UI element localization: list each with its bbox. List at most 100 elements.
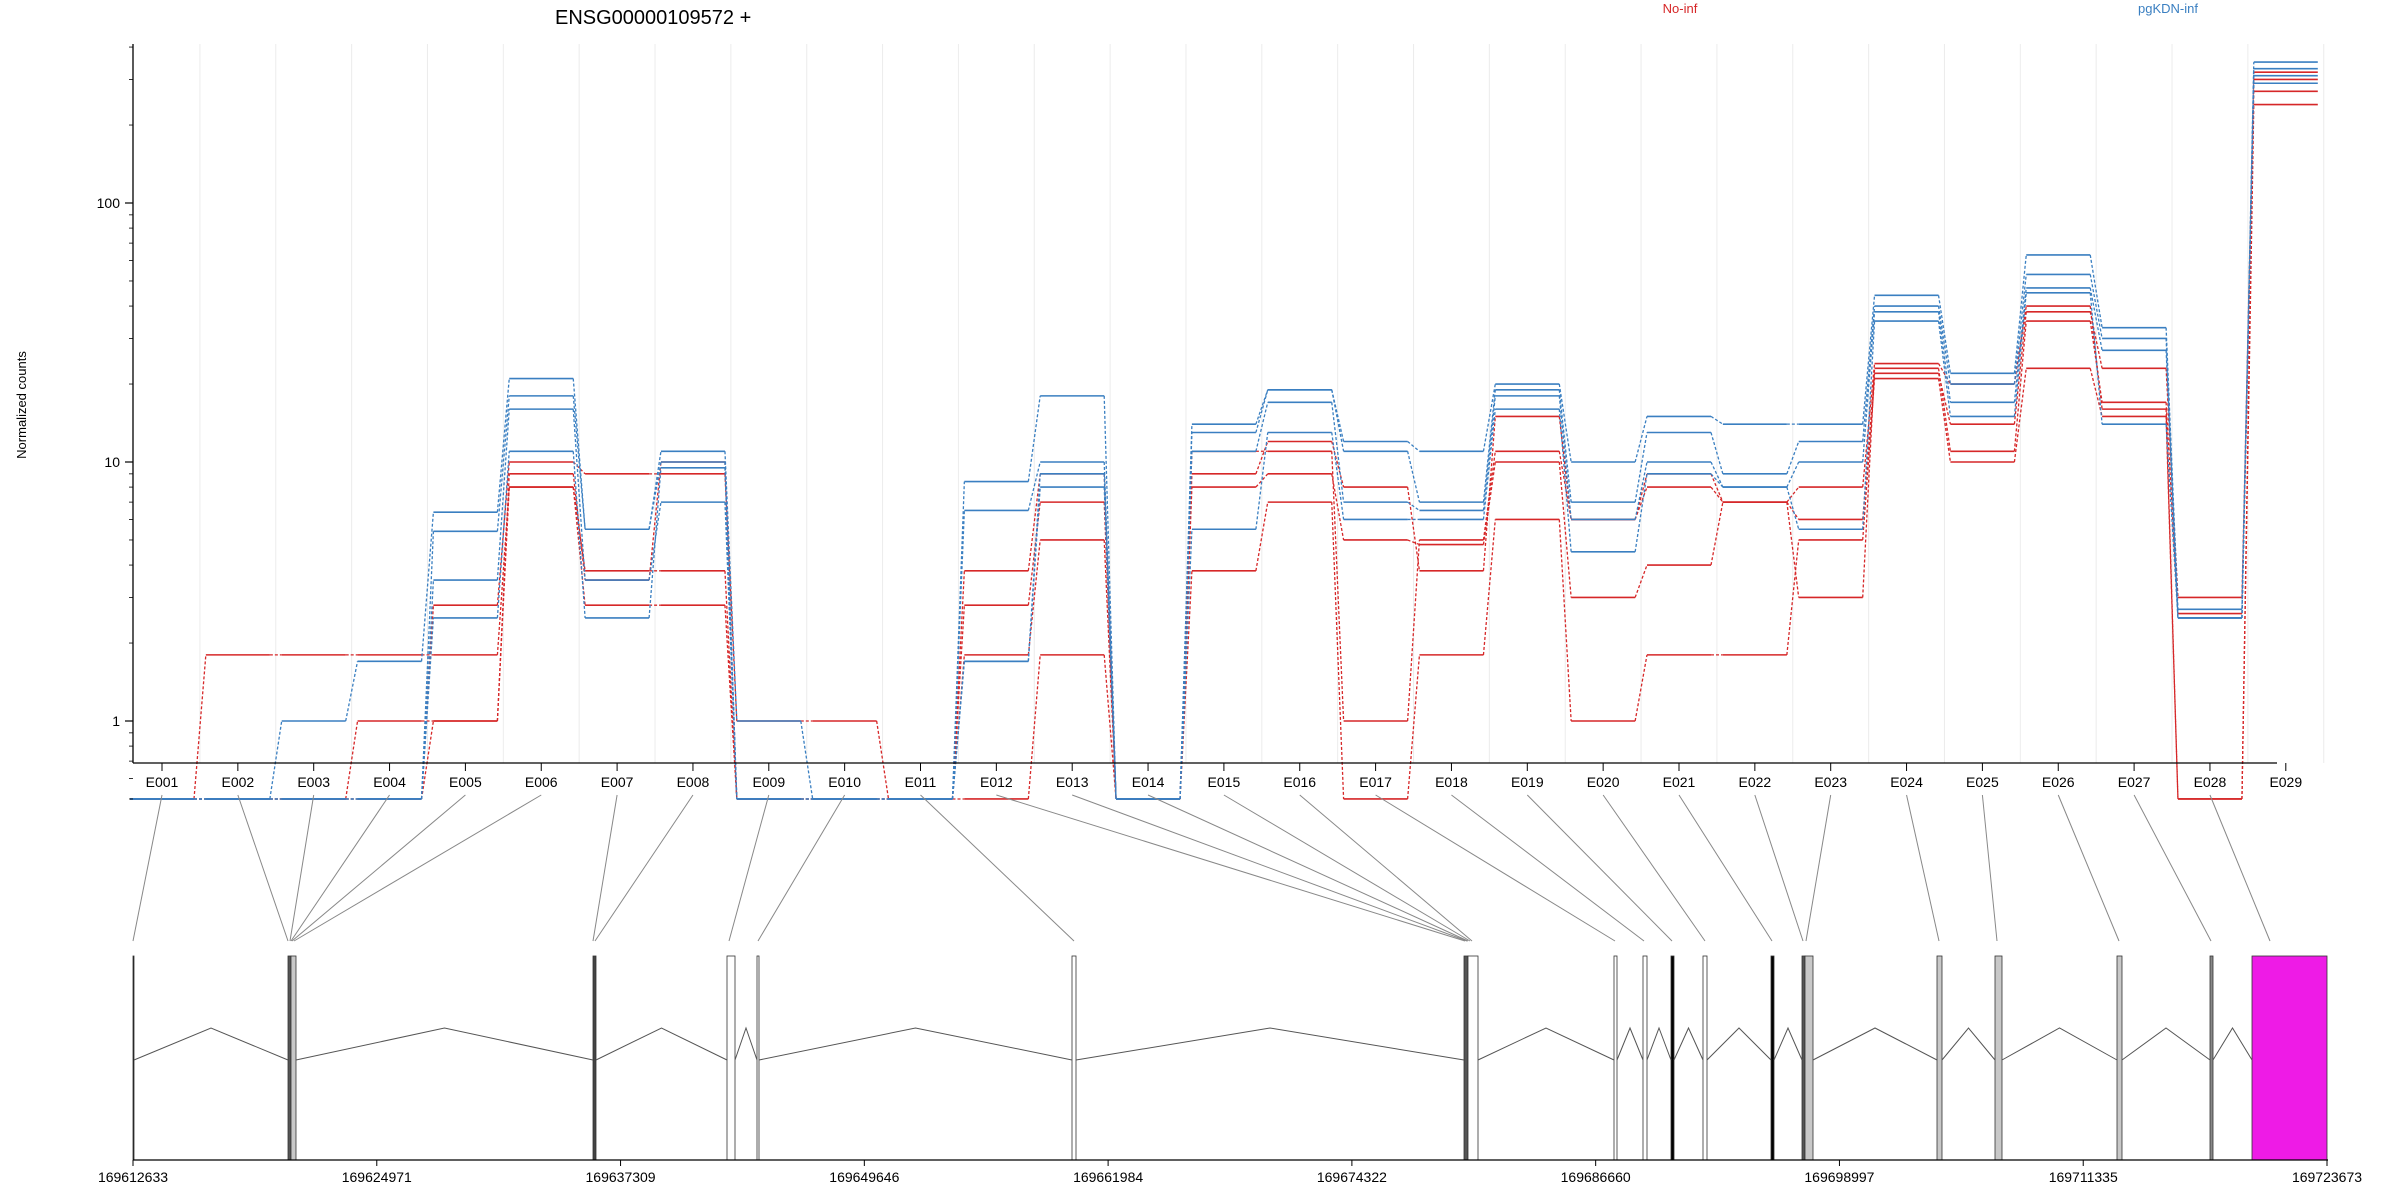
series-connector — [1862, 378, 1876, 541]
x-tick-label: E021 — [1663, 774, 1696, 790]
series-connector — [1482, 519, 1496, 655]
series-connector — [2165, 338, 2179, 618]
series-connector — [1406, 654, 1421, 800]
chart-title: ENSG00000109572 + — [555, 7, 751, 29]
exon-box — [1613, 955, 1618, 1161]
series-connector — [2241, 104, 2255, 799]
series-connector — [2089, 292, 2103, 425]
x-tick-label: E005 — [449, 774, 482, 790]
series-connector — [1786, 501, 1800, 520]
intron-line — [1477, 1027, 1615, 1061]
x-tick-label: E013 — [1056, 774, 1089, 790]
intron-line — [1075, 1027, 1465, 1061]
series-connector — [1634, 416, 1648, 463]
y-tick-label: 1 — [112, 713, 120, 729]
series-connector — [1558, 461, 1572, 598]
x-tick-label: E012 — [980, 774, 1013, 790]
genomic-tick-label: 169686660 — [1561, 1169, 1631, 1185]
exon-connector — [1147, 794, 1469, 942]
series-connector — [1255, 441, 1269, 475]
series-connector — [1558, 409, 1572, 552]
series-connector — [1862, 363, 1876, 488]
intron-line — [295, 1027, 594, 1061]
series-connector — [1558, 451, 1572, 520]
exon-connector — [2057, 794, 2120, 942]
series-connector — [1634, 564, 1648, 598]
x-tick-label: E014 — [1132, 774, 1165, 790]
series-connector — [1407, 539, 1420, 546]
series-connector — [345, 661, 359, 722]
exon-box — [1936, 955, 1943, 1161]
exon-connector — [1805, 794, 1832, 942]
x-tick-label: E006 — [525, 774, 558, 790]
series-connector — [572, 461, 586, 475]
series-connector — [1179, 570, 1193, 800]
exon-connector — [237, 794, 289, 942]
series-connector — [1710, 415, 1724, 425]
series-connector — [2013, 311, 2027, 425]
exon-connector — [1072, 794, 1468, 942]
series-connector — [1482, 395, 1496, 511]
exon-box — [726, 955, 736, 1161]
exon-box — [290, 955, 297, 1161]
series-connector — [1786, 539, 1800, 655]
series-connector — [1255, 432, 1269, 530]
series-connector — [1786, 502, 1800, 598]
exon-connector — [728, 794, 770, 942]
series-connector — [1937, 311, 1952, 403]
series-connector — [2165, 416, 2179, 799]
exon-box — [1801, 955, 1806, 1161]
series-connector — [496, 461, 510, 606]
exon-connector — [920, 794, 1075, 942]
series-connector — [345, 720, 359, 800]
series-connector — [1634, 654, 1648, 722]
y-tick-label: 100 — [97, 195, 121, 211]
x-tick-label: E023 — [1814, 774, 1847, 790]
series-pgkdn-inf-6 — [130, 74, 2318, 800]
series-connector — [648, 451, 662, 530]
vertical-gridlines — [199, 44, 2325, 763]
series-connector — [496, 487, 510, 722]
series-connector — [951, 661, 965, 800]
exon-box — [2209, 955, 2214, 1161]
exon-connector — [1451, 794, 1645, 942]
exon-connector — [1299, 794, 1473, 942]
series-connector — [1862, 311, 1876, 463]
exon-connector — [132, 794, 163, 942]
exon-connector — [1981, 794, 1998, 942]
series-pgkdn-inf-7 — [130, 82, 2318, 800]
series-connector — [496, 378, 510, 513]
series-connector — [1937, 321, 1952, 417]
x-tick-label: E009 — [752, 774, 785, 790]
exon-connector — [1754, 794, 1804, 942]
intron-line — [1673, 1026, 1704, 1061]
series-connector — [572, 473, 586, 581]
series-connector — [1255, 473, 1269, 488]
exon-connector — [2209, 794, 2271, 942]
intron-line — [734, 1026, 758, 1061]
series-connector — [572, 451, 586, 618]
series-connector — [496, 409, 510, 581]
series-lines — [130, 61, 2318, 800]
x-tick-label: E002 — [221, 774, 254, 790]
exon-box — [1642, 955, 1648, 1161]
exon-connector — [291, 794, 466, 942]
x-tick-label: E027 — [2118, 774, 2151, 790]
series-connector — [2089, 287, 2103, 351]
intron-line — [1773, 1026, 1803, 1061]
intron-line — [133, 1027, 289, 1061]
exon-connector — [2133, 794, 2212, 942]
genomic-tick-label: 169698997 — [1804, 1169, 1874, 1185]
x-tick-label: E018 — [1435, 774, 1468, 790]
series-connector — [1482, 383, 1496, 452]
x-tick-label: E011 — [905, 774, 937, 790]
exon-box — [1994, 955, 2003, 1161]
series-connector — [1255, 389, 1269, 425]
series-connector — [1331, 402, 1345, 503]
exon-box — [1467, 955, 1479, 1161]
series-connector — [1937, 368, 1952, 452]
gene-model — [132, 955, 2328, 1161]
x-tick-label: E007 — [601, 774, 634, 790]
series-connector — [1937, 295, 1952, 374]
